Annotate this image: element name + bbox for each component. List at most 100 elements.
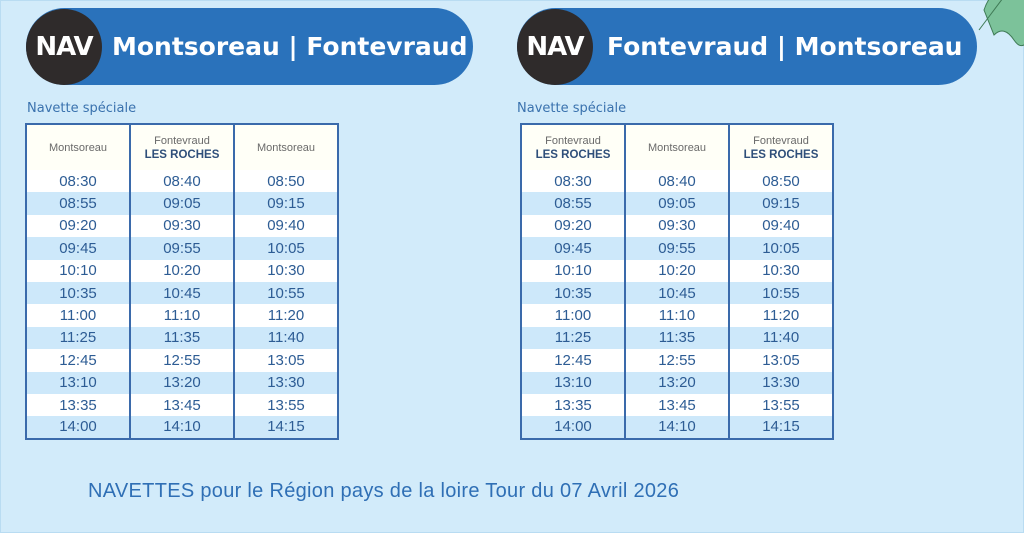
banner-right: NAV Fontevraud | Montsoreau xyxy=(517,8,977,85)
column-header: Montsoreau xyxy=(25,124,131,170)
timetable-left: Montsoreau Fontevraud LES ROCHES Montsoreau… xyxy=(25,123,339,440)
table-row: 12:45 12:55 13:05 xyxy=(25,349,339,372)
time-cell: 11:20 xyxy=(728,304,834,327)
time-cell: 14:10 xyxy=(129,416,235,439)
time-cell: 09:05 xyxy=(624,192,730,215)
time-cell: 13:30 xyxy=(233,371,339,394)
time-cell: 10:45 xyxy=(624,281,730,305)
subtitle: Navette spéciale xyxy=(517,101,627,116)
time-cell: 11:25 xyxy=(25,326,131,350)
nav-badge: NAV xyxy=(26,8,102,85)
time-cell: 10:05 xyxy=(233,237,339,260)
time-cell: 13:45 xyxy=(624,393,730,417)
column-header: Montsoreau xyxy=(233,124,339,170)
time-cell: 09:15 xyxy=(233,192,339,215)
table-row: 10:10 10:20 10:30 xyxy=(25,259,339,282)
table-row: 08:55 09:05 09:15 xyxy=(25,192,339,215)
route-title: Fontevraud | Montsoreau xyxy=(607,32,963,61)
time-cell: 10:55 xyxy=(728,281,834,305)
time-cell: 10:10 xyxy=(520,259,626,282)
time-cell: 08:55 xyxy=(25,192,131,215)
table-row: 11:00 11:10 11:20 xyxy=(520,304,834,327)
table-row: 08:30 08:40 08:50 xyxy=(520,170,834,193)
time-cell: 12:45 xyxy=(25,349,131,372)
time-cell: 10:30 xyxy=(728,259,834,282)
time-cell: 09:30 xyxy=(624,214,730,238)
header-row: Montsoreau Fontevraud LES ROCHES Montsoreau xyxy=(25,124,339,170)
table-row: 11:25 11:35 11:40 xyxy=(520,326,834,350)
column-header: Fontevraud LES ROCHES xyxy=(520,124,626,170)
table-row: 14:00 14:10 14:15 xyxy=(25,416,339,439)
table-row: 10:35 10:45 10:55 xyxy=(25,281,339,305)
column-header: Montsoreau xyxy=(624,124,730,170)
footer-note: NAVETTES pour le Région pays de la loire… xyxy=(88,480,680,502)
header-line2: LES ROCHES xyxy=(743,148,819,161)
time-cell: 11:20 xyxy=(233,304,339,327)
column-header: Fontevraud LES ROCHES xyxy=(728,124,834,170)
time-cell: 10:05 xyxy=(728,237,834,260)
header-line2: LES ROCHES xyxy=(144,148,220,161)
table-row: 11:00 11:10 11:20 xyxy=(25,304,339,327)
time-cell: 13:10 xyxy=(25,371,131,394)
table-row: 13:35 13:45 13:55 xyxy=(25,393,339,417)
time-cell: 13:35 xyxy=(25,393,131,417)
subtitle: Navette spéciale xyxy=(27,101,137,116)
time-cell: 10:55 xyxy=(233,281,339,305)
time-cell: 12:55 xyxy=(624,349,730,372)
time-cell: 10:45 xyxy=(129,281,235,305)
nav-badge: NAV xyxy=(517,8,593,85)
time-cell: 13:30 xyxy=(728,371,834,394)
header-line1: Fontevraud xyxy=(154,134,210,147)
time-cell: 10:30 xyxy=(233,259,339,282)
time-cell: 11:00 xyxy=(520,304,626,327)
time-cell: 11:35 xyxy=(129,326,235,350)
header-line1: Fontevraud xyxy=(753,134,809,147)
time-cell: 09:20 xyxy=(25,214,131,238)
time-cell: 11:10 xyxy=(129,304,235,327)
time-cell: 10:20 xyxy=(129,259,235,282)
table-row: 13:10 13:20 13:30 xyxy=(520,371,834,394)
time-cell: 08:50 xyxy=(233,170,339,193)
time-cell: 09:45 xyxy=(25,237,131,260)
table-row: 09:45 09:55 10:05 xyxy=(25,237,339,260)
time-cell: 09:40 xyxy=(233,214,339,238)
time-cell: 12:55 xyxy=(129,349,235,372)
table-row: 09:45 09:55 10:05 xyxy=(520,237,834,260)
time-cell: 10:35 xyxy=(520,281,626,305)
time-cell: 13:55 xyxy=(233,393,339,417)
time-cell: 11:35 xyxy=(624,326,730,350)
table-row: 10:10 10:20 10:30 xyxy=(520,259,834,282)
route-title: Montsoreau | Fontevraud xyxy=(112,32,468,61)
time-cell: 09:30 xyxy=(129,214,235,238)
time-cell: 11:40 xyxy=(233,326,339,350)
time-cell: 14:10 xyxy=(624,416,730,439)
column-header: Fontevraud LES ROCHES xyxy=(129,124,235,170)
time-cell: 09:40 xyxy=(728,214,834,238)
leaf-icon xyxy=(978,0,1024,47)
time-cell: 09:05 xyxy=(129,192,235,215)
header-line1: Fontevraud xyxy=(545,134,601,147)
time-cell: 10:35 xyxy=(25,281,131,305)
time-cell: 13:55 xyxy=(728,393,834,417)
time-cell: 11:40 xyxy=(728,326,834,350)
timetable-right: Fontevraud LES ROCHES Montsoreau Fontevraud… xyxy=(520,123,834,440)
table-row: 08:30 08:40 08:50 xyxy=(25,170,339,193)
time-cell: 11:25 xyxy=(520,326,626,350)
time-cell: 13:45 xyxy=(129,393,235,417)
header-line2: LES ROCHES xyxy=(535,148,611,161)
time-cell: 13:35 xyxy=(520,393,626,417)
time-cell: 13:05 xyxy=(728,349,834,372)
table-row: 09:20 09:30 09:40 xyxy=(520,214,834,238)
time-cell: 08:50 xyxy=(728,170,834,193)
table-row: 09:20 09:30 09:40 xyxy=(25,214,339,238)
time-cell: 10:10 xyxy=(25,259,131,282)
header-line1: Montsoreau xyxy=(647,141,707,154)
table-row: 14:00 14:10 14:15 xyxy=(520,416,834,439)
time-cell: 14:00 xyxy=(520,416,626,439)
time-cell: 09:15 xyxy=(728,192,834,215)
header-line1: Montsoreau xyxy=(256,141,316,154)
time-cell: 10:20 xyxy=(624,259,730,282)
table-row: 13:10 13:20 13:30 xyxy=(25,371,339,394)
header-row: Fontevraud LES ROCHES Montsoreau Fontevraud… xyxy=(520,124,834,170)
table-row: 10:35 10:45 10:55 xyxy=(520,281,834,305)
